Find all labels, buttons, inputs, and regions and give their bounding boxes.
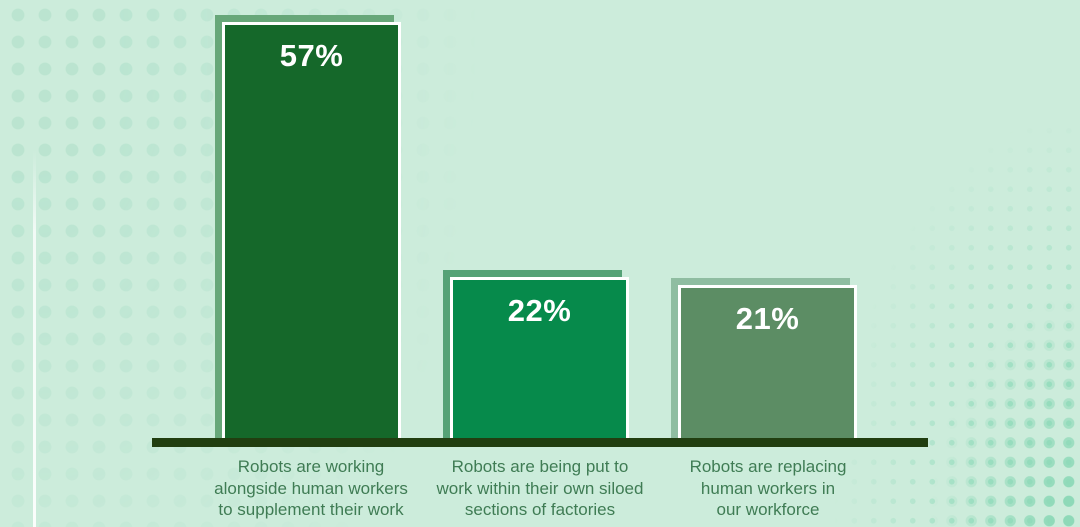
bar-group-alongside-workers: 57% [215, 14, 401, 438]
bar-rect: 21% [678, 284, 857, 438]
bar-group-siloed-sections: 22% [443, 270, 629, 438]
axis-baseline [152, 438, 928, 447]
value-label: 21% [735, 300, 800, 336]
category-label-replacing-workers: Robots are replacing human workers in ou… [689, 457, 847, 519]
bar-rect: 22% [450, 277, 629, 438]
category-label-alongside-workers: Robots are working alongside human worke… [214, 457, 408, 519]
value-label: 57% [279, 37, 344, 73]
value-label: 22% [507, 293, 572, 329]
category-label-siloed-sections: Robots are being put to work within thei… [436, 457, 644, 519]
bar-rect: 57% [222, 21, 401, 438]
bar-group-replacing-workers: 21% [671, 277, 857, 438]
